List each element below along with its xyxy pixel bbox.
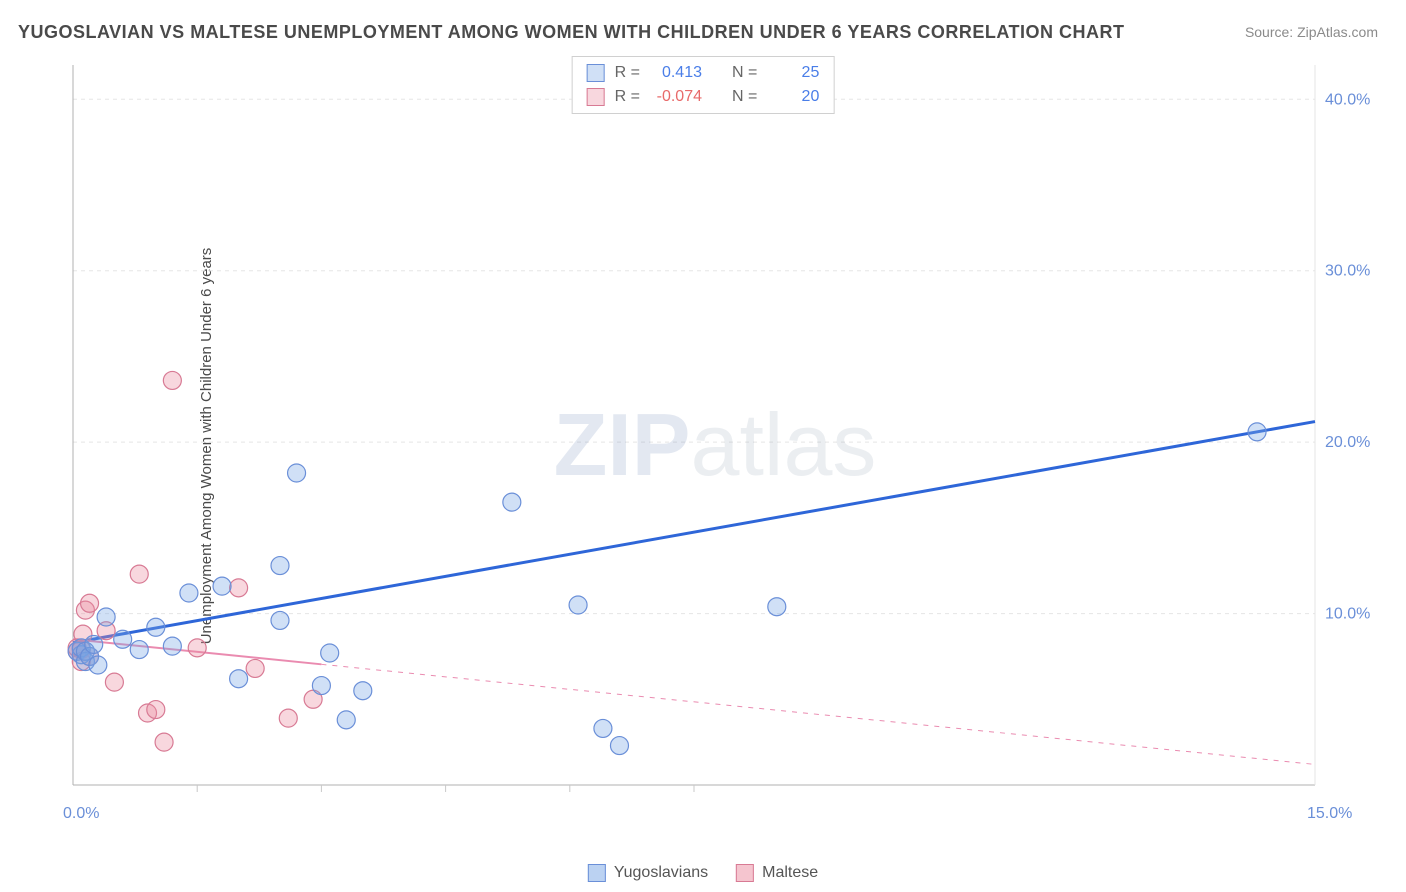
n-label: N =	[732, 61, 757, 85]
legend-item-yugoslavians: Yugoslavians	[588, 864, 708, 882]
legend-item-maltese: Maltese	[736, 864, 818, 882]
n-value: 20	[767, 85, 819, 109]
r-label: R =	[615, 61, 640, 85]
chart-title: YUGOSLAVIAN VS MALTESE UNEMPLOYMENT AMON…	[18, 22, 1125, 43]
svg-text:40.0%: 40.0%	[1325, 91, 1370, 108]
svg-text:10.0%: 10.0%	[1325, 606, 1370, 623]
x-axis-tick-label: 15.0%	[1307, 805, 1352, 823]
legend-label: Maltese	[762, 864, 818, 882]
scatter-chart: 10.0% 20.0% 30.0% 40.0%	[55, 55, 1375, 835]
legend-stats: R = 0.413 N = 25 R = -0.074 N = 20	[572, 56, 835, 114]
n-value: 25	[767, 61, 819, 85]
legend-series: Yugoslavians Maltese	[588, 864, 818, 882]
r-value: 0.413	[650, 61, 702, 85]
swatch-icon	[736, 864, 754, 882]
svg-text:30.0%: 30.0%	[1325, 263, 1370, 280]
legend-label: Yugoslavians	[614, 864, 708, 882]
n-label: N =	[732, 85, 757, 109]
legend-stats-row-maltese: R = -0.074 N = 20	[587, 85, 820, 109]
swatch-icon	[588, 864, 606, 882]
x-axis-tick-label: 0.0%	[63, 805, 99, 823]
plot-area: 10.0%20.0%30.0%40.0% ZIPatlas	[55, 55, 1375, 835]
legend-stats-row-yugoslavians: R = 0.413 N = 25	[587, 61, 820, 85]
source-credit: Source: ZipAtlas.com	[1245, 24, 1378, 40]
r-value: -0.074	[650, 85, 702, 109]
swatch-icon	[587, 64, 605, 82]
svg-text:20.0%: 20.0%	[1325, 434, 1370, 451]
swatch-icon	[587, 88, 605, 106]
r-label: R =	[615, 85, 640, 109]
